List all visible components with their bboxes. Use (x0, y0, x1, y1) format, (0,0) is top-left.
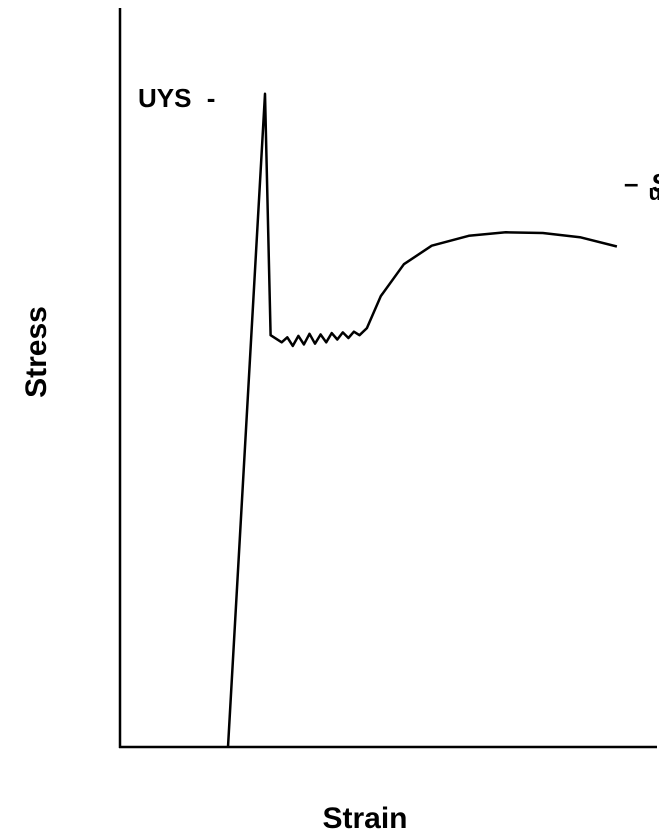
ultimate-subscript: u (649, 180, 659, 205)
upper-yield-dash: - (207, 83, 216, 113)
upper-yield-annotation: UYS - (138, 83, 215, 113)
ultimate-symbol: S (652, 168, 659, 198)
ultimate-strength-annotation: – S (624, 168, 659, 198)
x-axis-label: Strain (322, 802, 407, 835)
ultimate-dash: – (624, 168, 638, 198)
stress-strain-curve (226, 92, 618, 748)
upper-yield-label: UYS (138, 83, 191, 113)
y-axis-label: Stress (20, 306, 53, 398)
